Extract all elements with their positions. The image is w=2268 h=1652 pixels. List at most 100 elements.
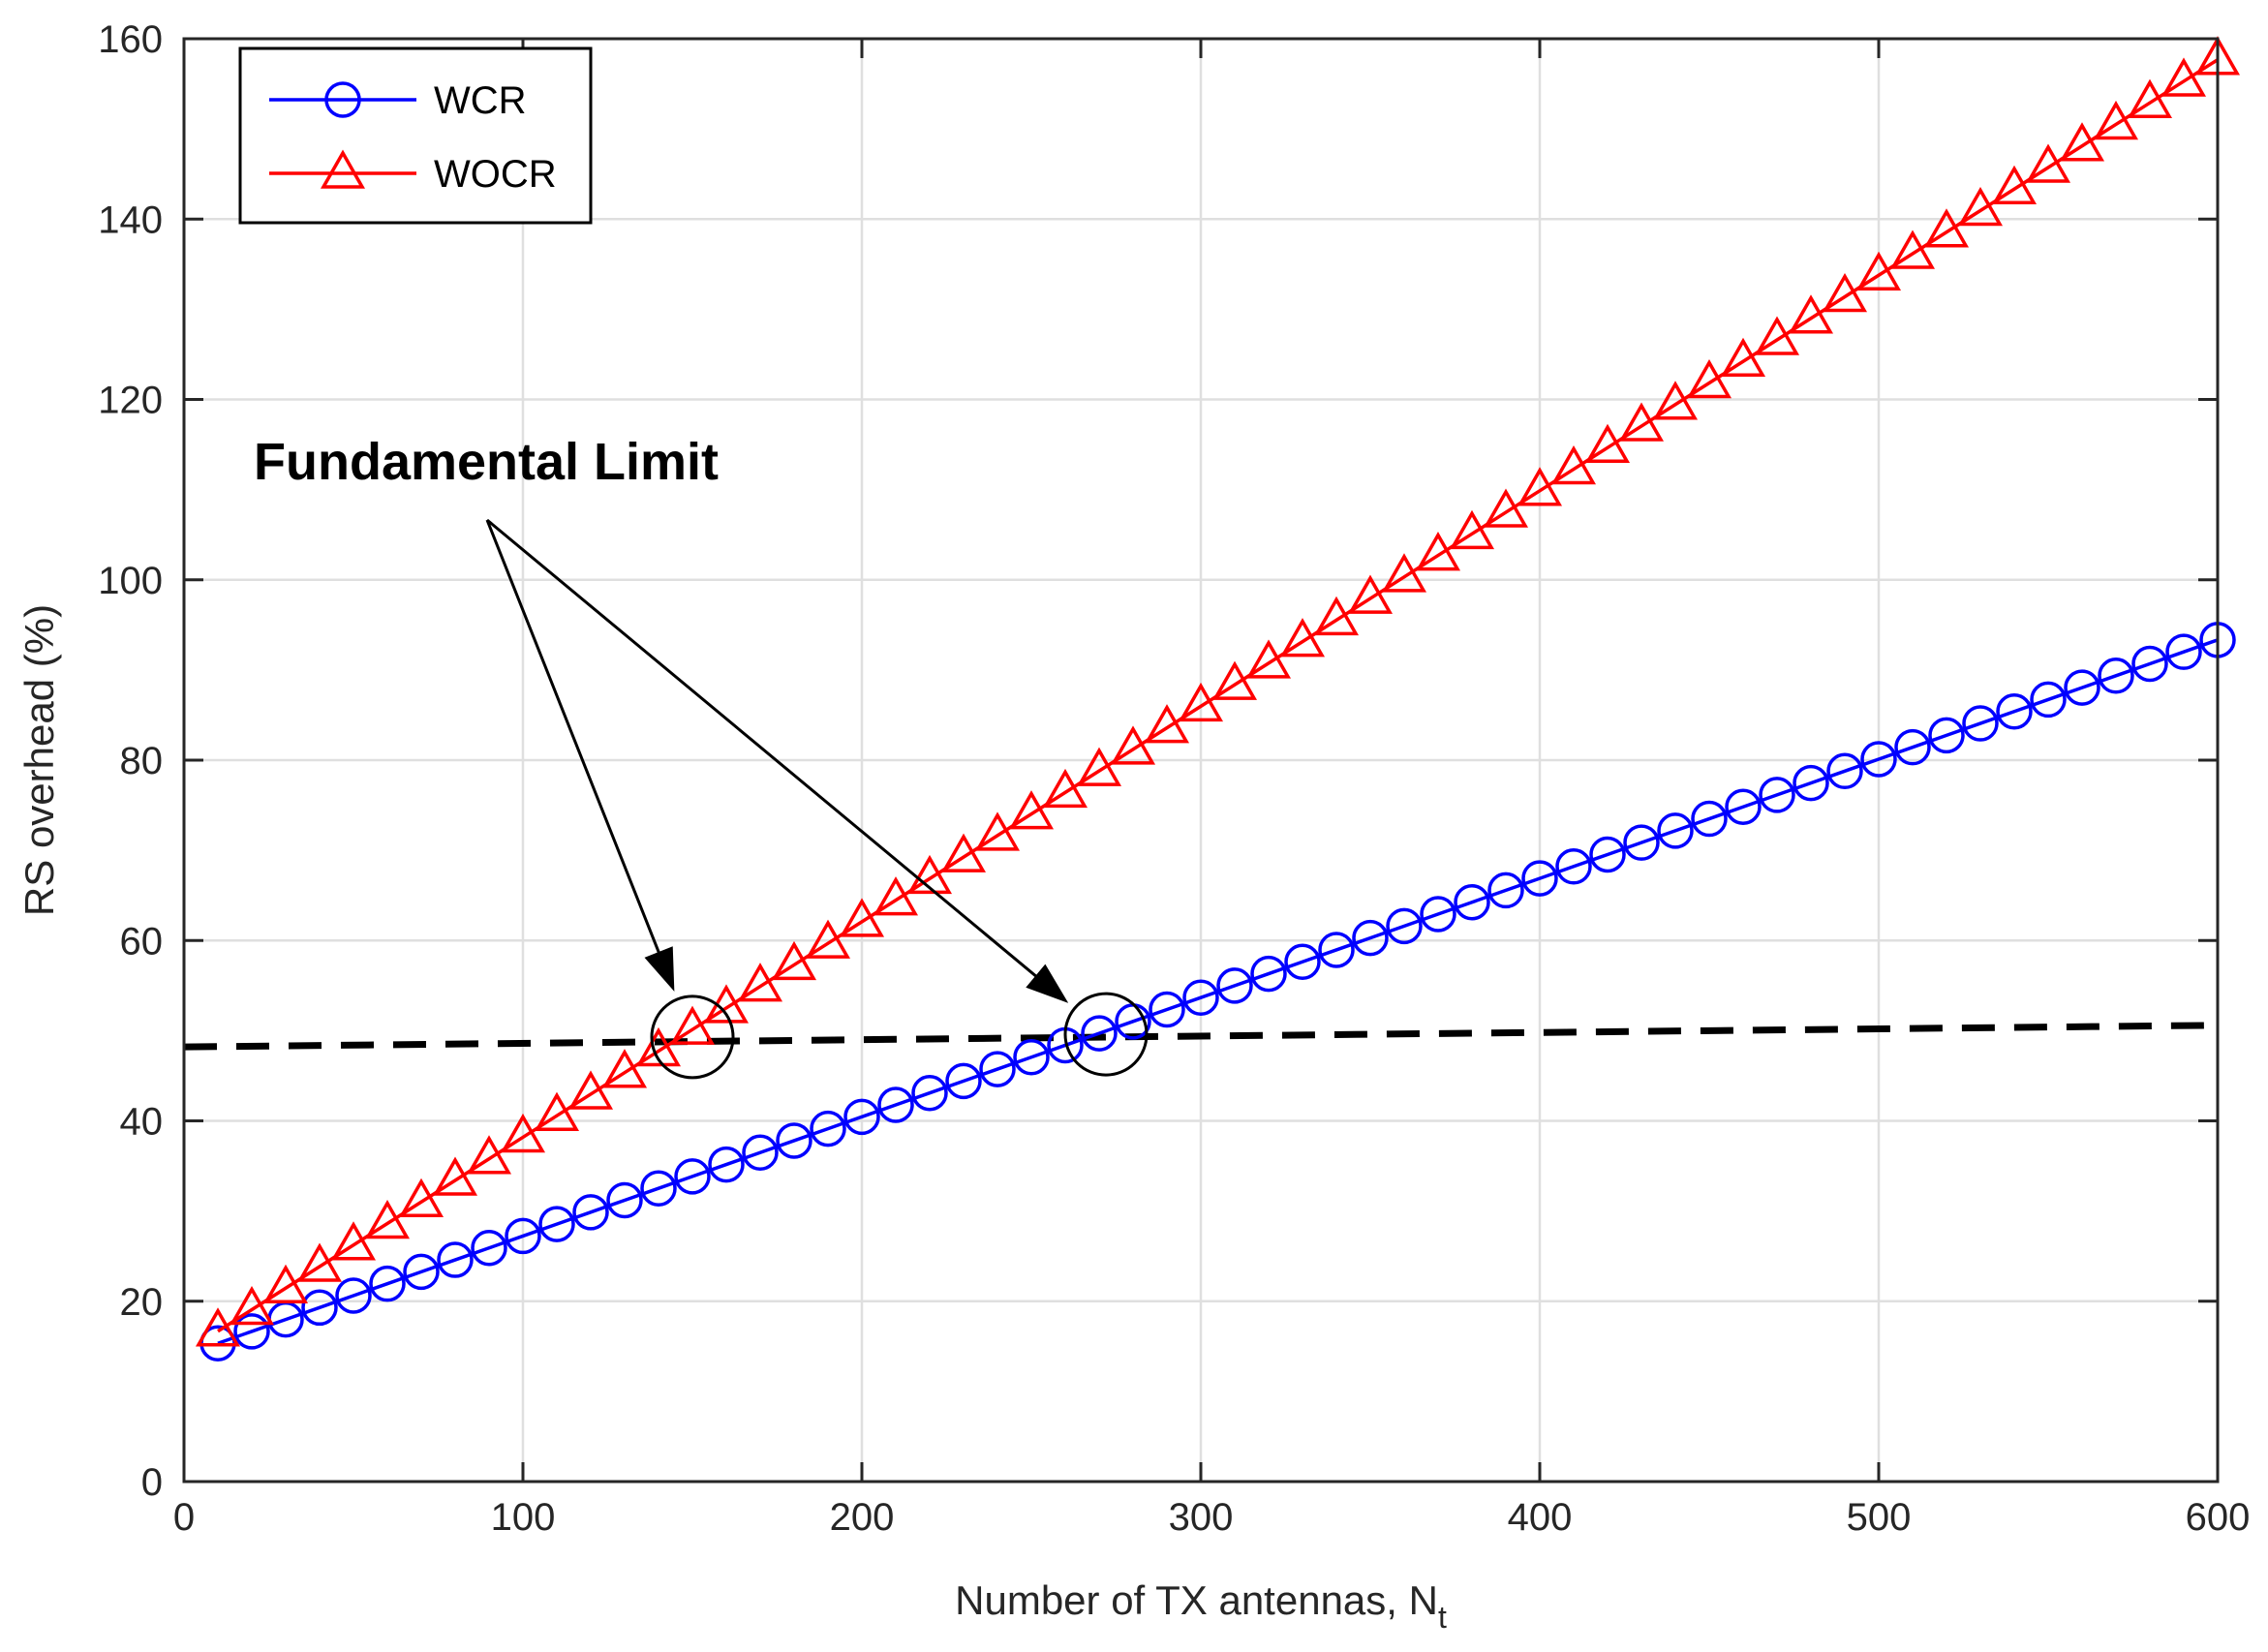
data-point-wocr xyxy=(669,1005,716,1045)
data-point-wocr xyxy=(534,1091,580,1131)
x-axis-label: Number of TX antennas, Nt xyxy=(955,1577,1447,1635)
data-point-wcr xyxy=(572,1194,609,1231)
data-point-wocr xyxy=(1449,509,1495,550)
data-point-wcr xyxy=(2131,645,2168,683)
x-tick-label: 300 xyxy=(1169,1496,1234,1539)
data-point-wcr xyxy=(1962,705,1999,742)
data-point-wocr xyxy=(1381,553,1427,593)
data-point-wcr xyxy=(1420,896,1456,933)
y-tick-label: 20 xyxy=(120,1281,164,1324)
data-point-wcr xyxy=(606,1181,643,1219)
data-point-wcr xyxy=(2165,633,2202,670)
data-point-wcr xyxy=(708,1146,745,1183)
y-axis-label: RS overhead (%) xyxy=(16,604,62,916)
data-point-wcr xyxy=(1216,967,1253,1004)
data-point-wcr xyxy=(1386,907,1423,945)
data-point-wocr xyxy=(1483,488,1529,528)
axis-ticks: 0 100 200 300 400 500 600 0 20 40 60 80 100 120 140 160 xyxy=(98,18,2250,1539)
data-point-wocr xyxy=(1042,768,1088,809)
data-point-wocr xyxy=(466,1135,512,1175)
data-point-wcr xyxy=(1013,1039,1050,1076)
data-point-wocr xyxy=(1178,682,1224,722)
data-point-wcr xyxy=(335,1277,372,1314)
annotation-arrowhead xyxy=(644,946,675,992)
annotation-arrow xyxy=(486,518,1061,997)
y-tick-label: 60 xyxy=(120,920,164,963)
data-point-wcr xyxy=(1487,872,1524,909)
data-point-wocr xyxy=(2093,100,2139,140)
data-point-wocr xyxy=(398,1178,444,1217)
annotation-fundamental-limit: Fundamental Limit xyxy=(254,433,719,491)
y-tick-label: 140 xyxy=(98,199,163,241)
data-point-wocr xyxy=(1754,316,1800,355)
data-point-wcr xyxy=(403,1253,440,1291)
x-tick-label: 100 xyxy=(491,1496,556,1539)
data-point-wocr xyxy=(1584,423,1631,464)
data-point-wocr xyxy=(1788,294,1834,334)
legend-wocr-label: WOCR xyxy=(434,153,557,196)
x-tick-label: 500 xyxy=(1847,1496,1912,1539)
data-point-wocr xyxy=(567,1070,614,1110)
data-point-wocr xyxy=(432,1156,478,1196)
data-point-wcr xyxy=(471,1229,507,1267)
y-tick-label: 160 xyxy=(98,18,163,61)
data-point-wcr xyxy=(1759,777,1795,813)
data-point-wocr xyxy=(2161,57,2207,97)
data-point-wocr xyxy=(229,1285,275,1326)
data-point-wcr xyxy=(945,1062,982,1100)
series-layer xyxy=(195,36,2241,1361)
data-point-wcr xyxy=(640,1170,677,1207)
data-point-wcr xyxy=(1725,788,1762,825)
data-point-wocr xyxy=(296,1242,343,1282)
legend: WCR WOCR xyxy=(238,46,593,225)
x-axis-label-subscript: t xyxy=(1438,1600,1447,1635)
data-point-wcr xyxy=(301,1289,338,1327)
data-point-wocr xyxy=(330,1221,377,1261)
data-point-wocr xyxy=(1550,445,1597,485)
data-point-wcr xyxy=(1521,860,1558,897)
data-point-wocr xyxy=(2059,122,2105,162)
data-point-wocr xyxy=(601,1049,648,1088)
data-point-wocr xyxy=(737,963,783,1002)
data-point-wocr xyxy=(1517,467,1563,506)
data-point-wocr xyxy=(1889,229,1936,269)
data-point-wcr xyxy=(1149,991,1185,1028)
data-point-wcr xyxy=(843,1098,880,1136)
data-point-wocr xyxy=(1279,618,1326,658)
data-point-wocr xyxy=(1144,704,1190,744)
data-point-wocr xyxy=(1008,790,1055,830)
data-point-wcr xyxy=(1928,717,1965,754)
data-point-wocr xyxy=(771,940,817,981)
y-tick-label: 80 xyxy=(120,740,164,782)
x-tick-label: 0 xyxy=(173,1496,195,1539)
y-tick-label: 100 xyxy=(98,560,163,602)
data-point-wcr xyxy=(1352,919,1389,957)
data-point-wocr xyxy=(805,919,851,959)
data-point-wocr xyxy=(1957,186,2004,227)
data-point-wcr xyxy=(2030,681,2067,719)
data-point-wocr xyxy=(1991,165,2038,204)
data-point-wcr xyxy=(979,1051,1016,1087)
data-point-wocr xyxy=(1110,725,1156,765)
data-point-wcr xyxy=(674,1158,711,1195)
data-point-wcr xyxy=(1657,812,1694,849)
annotation-circle xyxy=(650,994,735,1080)
fundamental-limit-layer xyxy=(183,1022,2219,1051)
x-tick-label: 600 xyxy=(2186,1496,2251,1539)
data-point-wocr xyxy=(195,1307,241,1347)
data-point-wocr xyxy=(1076,747,1122,786)
data-point-wcr xyxy=(742,1134,779,1172)
legend-wcr-label: WCR xyxy=(434,79,527,122)
data-point-wocr xyxy=(940,833,987,872)
grid xyxy=(184,39,2218,1482)
data-point-wocr xyxy=(1313,596,1360,636)
data-point-wocr xyxy=(2127,78,2173,118)
data-point-wocr xyxy=(364,1199,411,1239)
data-point-wocr xyxy=(974,811,1021,851)
data-point-wcr xyxy=(1284,943,1321,981)
data-point-wocr xyxy=(1652,381,1699,420)
y-tick-label: 0 xyxy=(141,1461,163,1504)
data-point-wcr xyxy=(1691,800,1728,838)
data-point-wocr xyxy=(839,898,885,937)
